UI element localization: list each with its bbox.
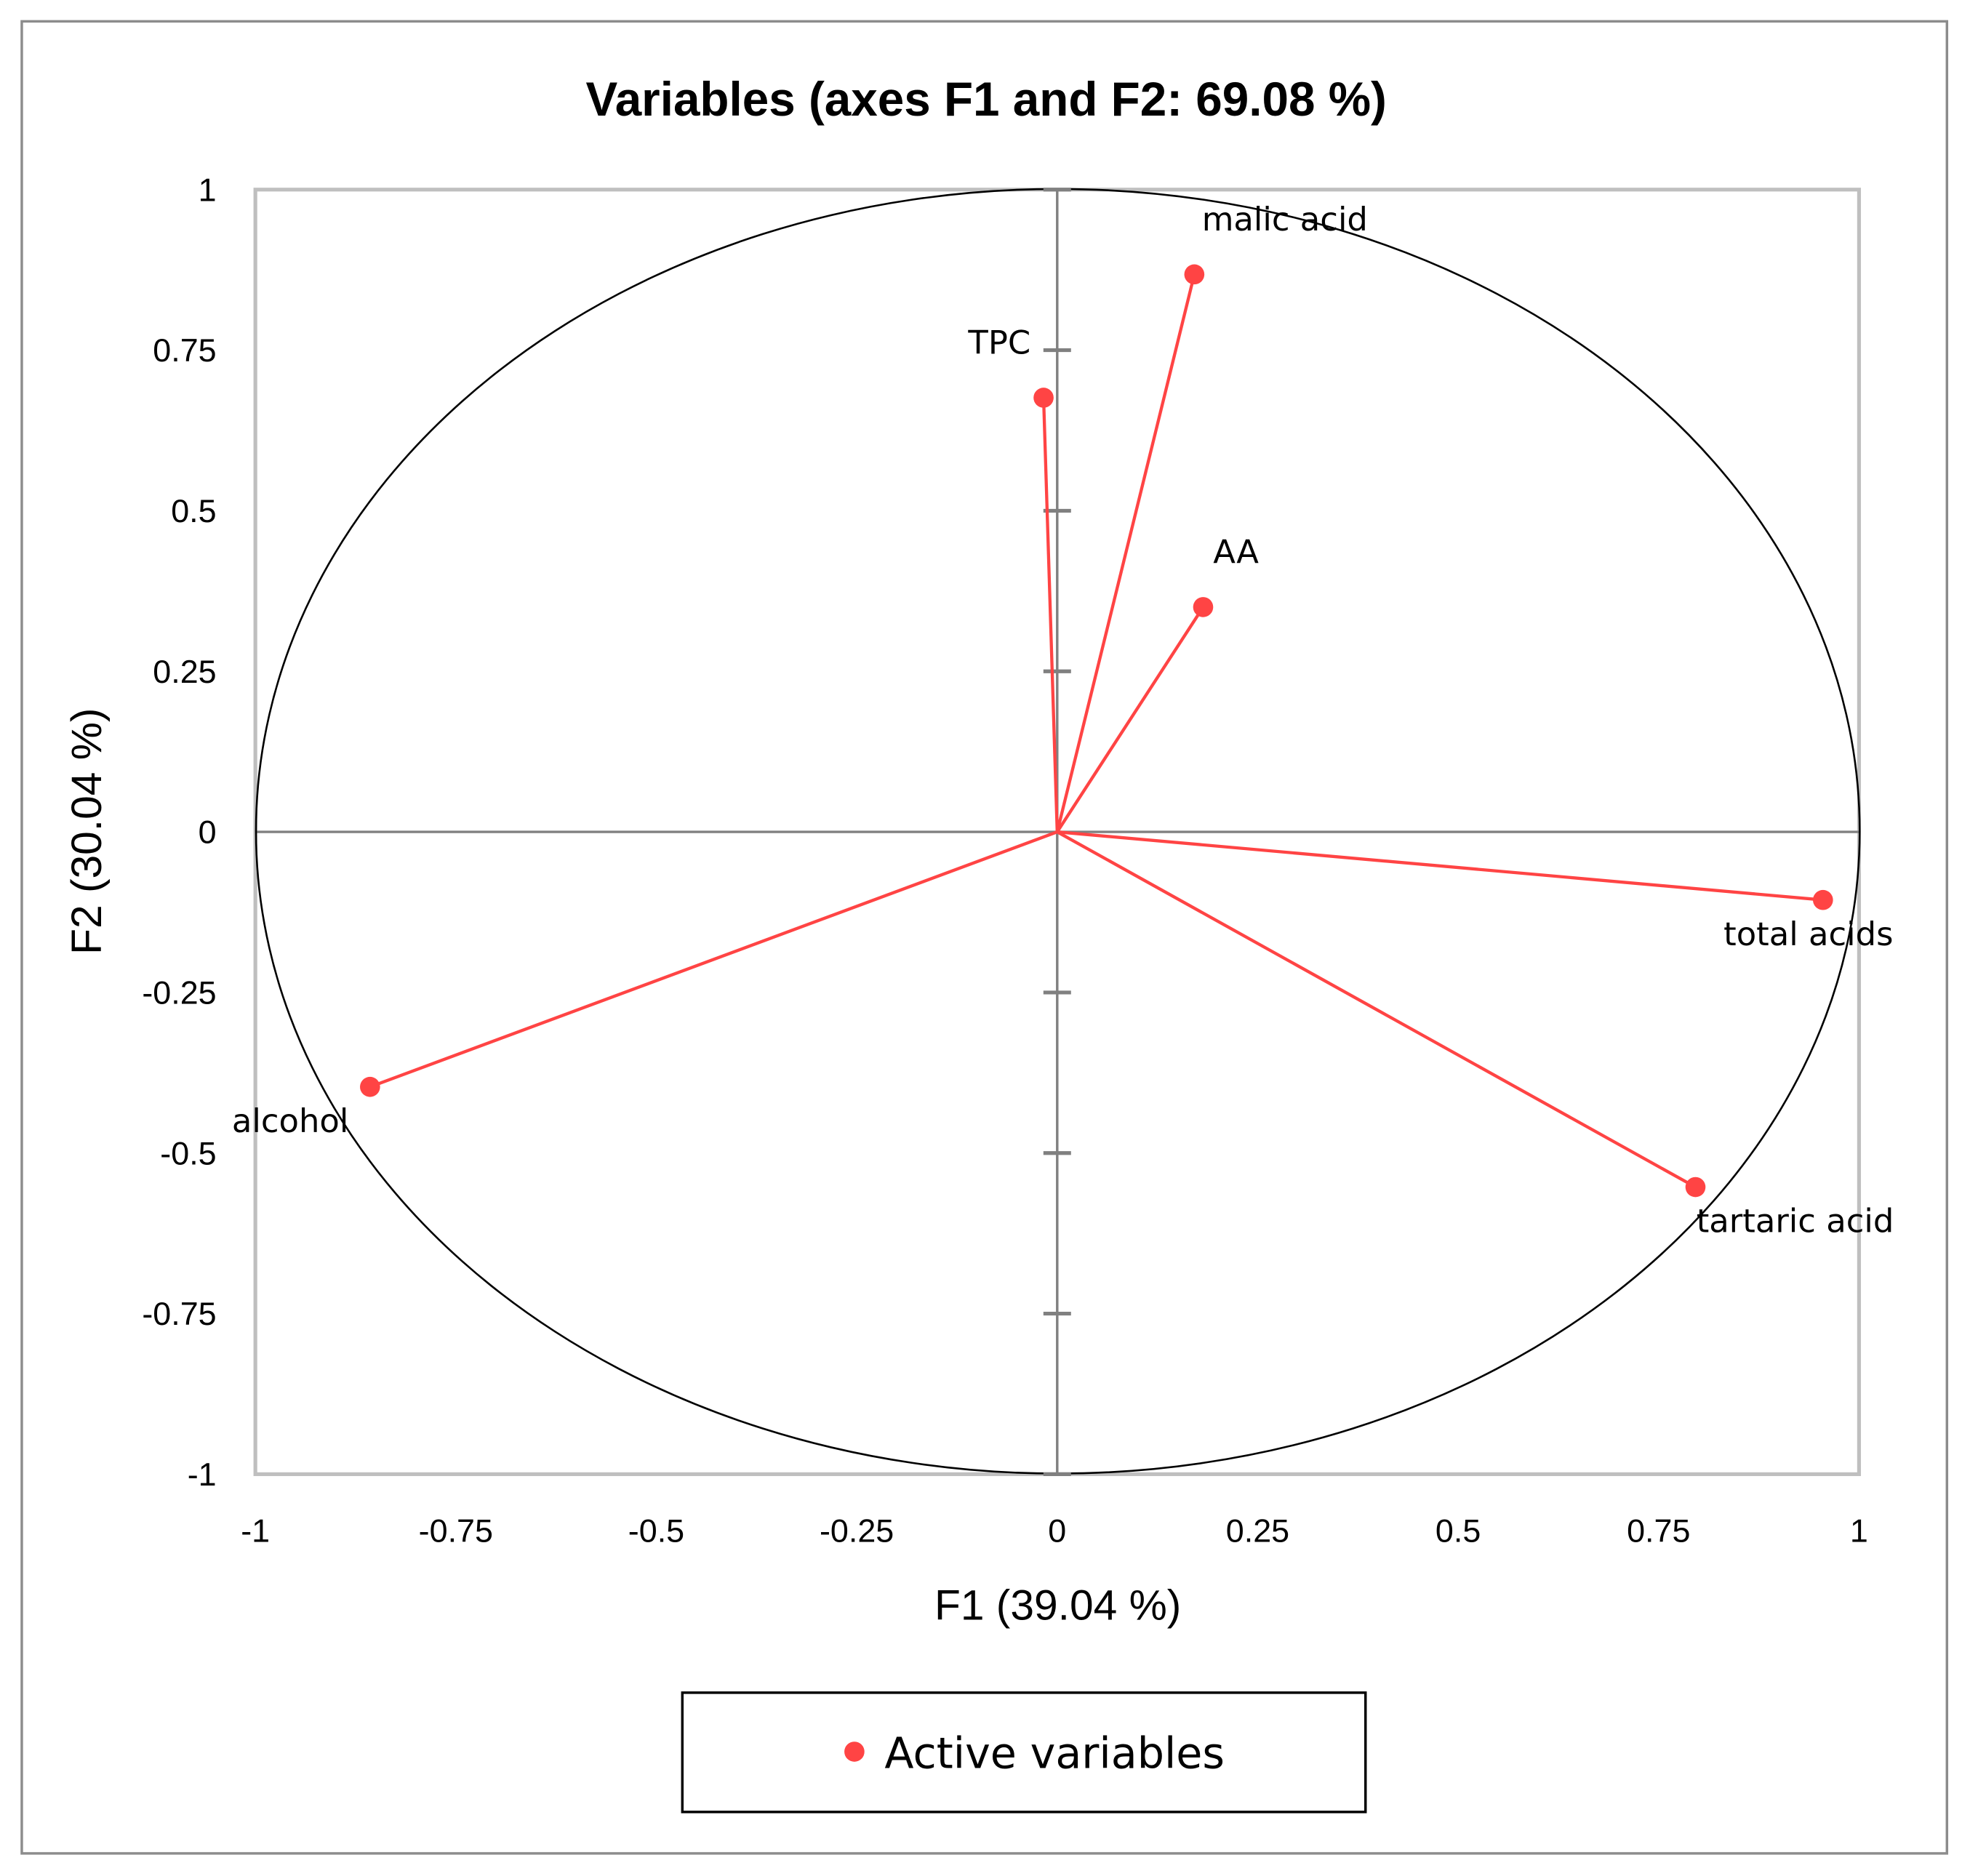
chart-title: Variables (axes F1 and F2: 69.08 %) [586,73,1387,126]
x-tick-label: 0.75 [1627,1512,1690,1550]
y-tick-label: 0 [199,814,217,851]
vector-line [369,830,1058,1089]
point-label: tartaric acid [1697,1202,1894,1240]
x-tick-label: -0.75 [419,1512,493,1550]
y-tick-label: -0.25 [142,974,216,1011]
variable-point [1812,889,1833,910]
point-label: TPC [967,324,1030,362]
y-tick-label: -1 [188,1456,217,1493]
vector-line [1041,397,1059,833]
legend-marker [844,1741,865,1762]
point-label: AA [1213,532,1259,571]
y-tick-label: 0.25 [153,653,216,690]
y-tick-label: 0.5 [171,492,216,529]
variable-point [1184,264,1205,285]
chart-border [20,20,1949,1855]
variable-point [360,1076,380,1097]
y-tick-label: -0.75 [142,1295,216,1332]
y-axis-label: F2 (30.04 %) [63,708,111,955]
x-tick-label: 0.25 [1226,1512,1289,1550]
variable-point [1193,597,1214,617]
legend-box [681,1691,1367,1813]
legend: Active variables [681,1691,1367,1813]
vector-line [1055,606,1205,833]
y-tick-label: 0.75 [153,332,216,369]
x-tick-label: -1 [241,1512,270,1550]
x-tick-label: 0.5 [1436,1512,1481,1550]
vector-line [1056,830,1697,1189]
x-axis-label: F1 (39.04 %) [934,1582,1181,1630]
y-tick-label: -0.5 [160,1134,216,1171]
vector-line [1057,830,1824,902]
x-tick-label: 0 [1048,1512,1066,1550]
point-label: malic acid [1202,200,1368,238]
y-tick-label: 1 [199,171,217,208]
x-tick-label: -0.25 [820,1512,894,1550]
legend-entry: Active variables [884,1728,1225,1778]
variable-point [1685,1176,1706,1198]
variable-point [1033,388,1054,408]
x-tick-label: 1 [1850,1512,1868,1550]
vector-line [1055,273,1196,833]
point-label: alcohol [232,1102,348,1140]
x-tick-label: -0.5 [628,1512,684,1550]
point-label: total acids [1723,915,1893,953]
